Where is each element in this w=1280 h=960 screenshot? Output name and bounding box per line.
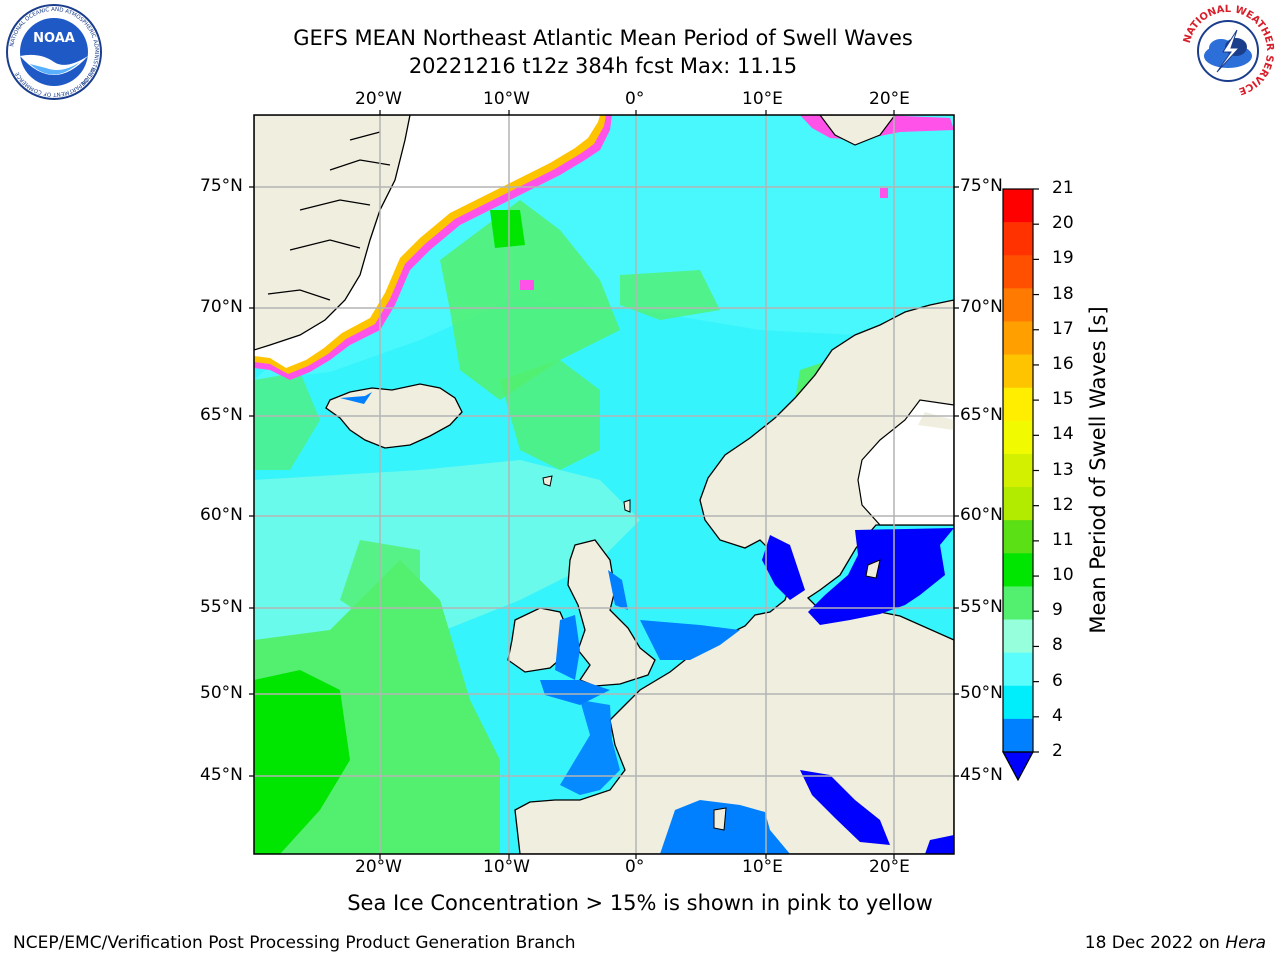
colorbar-underflow-arrow xyxy=(1001,751,1035,782)
colorbar-tick-label: 19 xyxy=(1052,248,1074,269)
colorbar-tick-label: 2 xyxy=(1052,741,1063,761)
colorbar-tick-label: 6 xyxy=(1052,670,1063,691)
colorbar-tick-label: 15 xyxy=(1052,389,1074,410)
date-text: 18 Dec 2022 on xyxy=(1084,933,1226,953)
lat-label-left: 60°N xyxy=(200,505,243,525)
lon-label-bottom: 20°W xyxy=(355,857,402,877)
map-frame xyxy=(253,114,955,855)
colorbar-tick-label: 12 xyxy=(1052,494,1074,515)
lat-label-left: 65°N xyxy=(200,405,243,425)
colorbar-tick-label: 11 xyxy=(1052,529,1074,550)
colorbar-segment xyxy=(1003,685,1033,720)
colorbar-tick-label: 17 xyxy=(1052,318,1074,339)
colorbar-segment xyxy=(1003,520,1033,554)
lat-label-left: 45°N xyxy=(200,765,243,785)
colorbar-tick-label: 16 xyxy=(1052,353,1074,374)
credit-text: NCEP/EMC/Verification Post Processing Pr… xyxy=(13,933,576,953)
map-gridlines xyxy=(254,115,954,854)
colorbar-segment xyxy=(1003,288,1033,322)
colorbar-segment xyxy=(1003,255,1033,289)
colorbar-segment xyxy=(1003,487,1033,521)
lat-label-left: 75°N xyxy=(200,176,243,196)
colorbar-segment xyxy=(1003,321,1033,356)
colorbar-segment xyxy=(1003,354,1033,389)
lat-label-right: 65°N xyxy=(960,405,1003,425)
lon-label-top: 0° xyxy=(625,89,645,109)
lat-label-left: 55°N xyxy=(200,597,243,617)
colorbar-tick-label: 18 xyxy=(1052,283,1074,304)
noaa-logo: NOAA NATIONAL OCEANIC AND ATMOSPHERIC AD… xyxy=(6,4,102,100)
map-title: GEFS MEAN Northeast Atlantic Mean Period… xyxy=(293,26,913,50)
colorbar-segment xyxy=(1003,718,1033,753)
colorbar-tick-label: 10 xyxy=(1052,565,1074,586)
machine-name: Hera xyxy=(1225,933,1266,953)
noaa-logo-name: NOAA xyxy=(33,31,75,46)
lat-label-right: 60°N xyxy=(960,505,1003,525)
lon-label-bottom: 0° xyxy=(625,857,645,877)
lat-label-right: 50°N xyxy=(960,683,1003,703)
colorbar-tick-label: 14 xyxy=(1052,424,1074,445)
nws-logo: NATIONAL WEATHER SERVICE xyxy=(1181,4,1275,98)
lon-label-top: 10°W xyxy=(483,89,530,109)
colorbar-label: Mean Period of Swell Waves [s] xyxy=(1086,306,1110,634)
colorbar-segment xyxy=(1003,652,1033,687)
colorbar-segment xyxy=(1003,553,1033,587)
channel-low-swell xyxy=(540,680,610,705)
colorbar-tick-label: 21 xyxy=(1052,178,1074,198)
svalbard-land xyxy=(819,115,896,146)
colorbar-tick-label: 8 xyxy=(1052,635,1063,656)
lat-label-right: 70°N xyxy=(960,297,1003,317)
lon-label-bottom: 10°W xyxy=(483,857,530,877)
lat-label-left: 70°N xyxy=(200,297,243,317)
swell-10-11s-region xyxy=(254,670,350,854)
lat-label-left: 50°N xyxy=(200,683,243,703)
mediterranean-low-swell xyxy=(660,800,790,854)
lat-label-right: 55°N xyxy=(960,597,1003,617)
lat-label-right: 45°N xyxy=(960,765,1003,785)
lon-label-top: 20°E xyxy=(869,89,910,109)
colorbar-segment xyxy=(1003,189,1033,223)
colorbar-segment xyxy=(1003,453,1033,488)
colorbar-tick-label: 13 xyxy=(1052,459,1074,480)
colorbar-tick-label: 20 xyxy=(1052,213,1074,234)
colorbar-segment xyxy=(1003,387,1033,422)
lat-label-right: 75°N xyxy=(960,176,1003,196)
colorbar-tick-label: 9 xyxy=(1052,600,1063,621)
baltic-low-swell xyxy=(762,535,805,600)
colorbar-segment xyxy=(1003,619,1033,654)
colorbar-segment xyxy=(1003,420,1033,455)
colorbar-tick-label: 4 xyxy=(1052,705,1063,726)
colorbar-segment xyxy=(1003,222,1033,256)
lon-label-bottom: 10°E xyxy=(742,857,783,877)
lon-label-top: 10°E xyxy=(742,89,783,109)
lon-label-top: 20°W xyxy=(355,89,402,109)
colorbar xyxy=(1001,188,1039,782)
lon-label-bottom: 20°E xyxy=(869,857,910,877)
sea-ice-note: Sea Ice Concentration > 15% is shown in … xyxy=(347,891,933,915)
colorbar-segment xyxy=(1003,586,1033,621)
date-stamp: 18 Dec 2022 on Hera xyxy=(1085,933,1266,953)
adriatic-low-swell xyxy=(800,770,890,845)
map-subtitle: 20221216 t12z 384h fcst Max: 11.15 xyxy=(408,54,798,78)
